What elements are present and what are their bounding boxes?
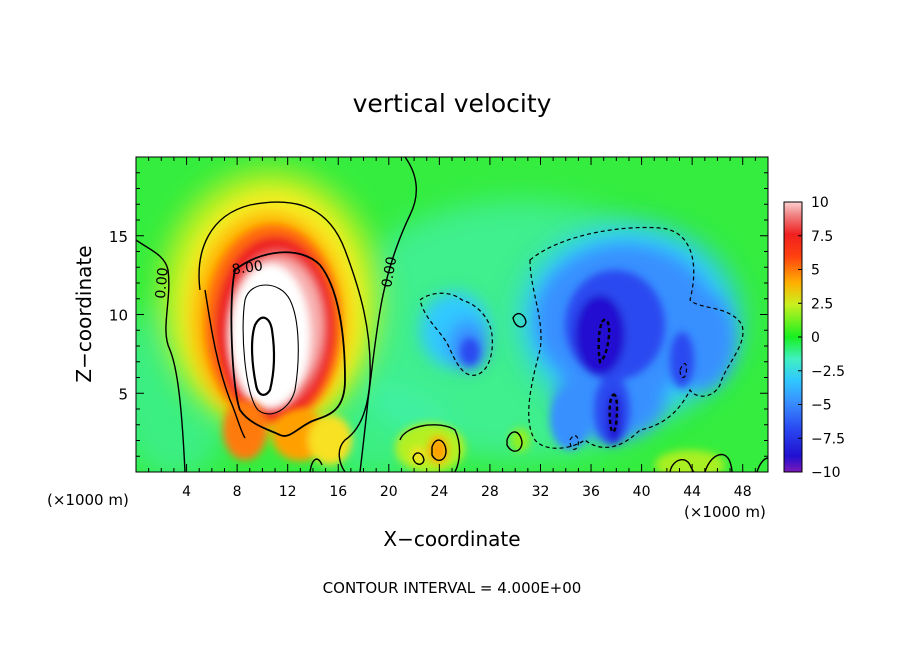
colorbar-tick-label: 0	[811, 330, 820, 346]
x-tick-label: 4	[182, 484, 191, 500]
x-tick-label: 32	[532, 484, 550, 500]
contour-lines	[136, 157, 768, 472]
x-tick-label: 16	[329, 484, 347, 500]
contour-label-group: 0.00	[153, 267, 172, 299]
contour-label: 0.00	[379, 255, 400, 288]
colorbar-tick-label: 2.5	[811, 296, 833, 312]
x-tick-label: 8	[233, 484, 242, 500]
colorbar-tick-label: 7.5	[811, 229, 833, 245]
y-tick-label: 15	[109, 228, 128, 246]
x-tick-label: 40	[633, 484, 651, 500]
x-axis: 4 8 12 16 20 24 28 32 36 40 44 48	[148, 157, 756, 500]
contour-lines-negative	[419, 226, 744, 450]
colorbar: 10 7.5 5 2.5 0 −2.5 −5 −7.5 −10	[783, 195, 845, 481]
chart-title: vertical velocity	[353, 89, 552, 118]
x-tick-label: 20	[380, 484, 398, 500]
x-unit-left: (×1000 m)	[47, 491, 129, 509]
x-tick-label: 36	[582, 484, 600, 500]
colorbar-tick-label: −5	[811, 398, 832, 414]
y-tick-label: 5	[118, 385, 128, 403]
y-axis-label: Z−coordinate	[72, 245, 96, 382]
x-axis-label: X−coordinate	[383, 527, 520, 551]
contour-interval-footer: CONTOUR INTERVAL = 4.000E+00	[323, 579, 582, 597]
contour-label: 0.00	[153, 267, 172, 299]
colorbar-tick-label: 10	[811, 195, 829, 211]
contour-label-group: 0.00	[379, 255, 400, 288]
x-tick-label: 12	[279, 484, 297, 500]
x-tick-label: 24	[430, 484, 448, 500]
colorbar-tick-label: 5	[811, 263, 820, 279]
x-tick-label: 28	[481, 484, 499, 500]
heatmap-field	[136, 157, 768, 472]
x-unit-right: (×1000 m)	[684, 503, 766, 521]
x-tick-label: 44	[683, 484, 701, 500]
contour-labels: 0.00 8.00 0.00	[153, 255, 400, 299]
colorbar-ticks: 10 7.5 5 2.5 0 −2.5 −5 −7.5 −10	[798, 195, 845, 481]
colorbar-gradient	[784, 202, 802, 472]
y-tick-label: 10	[109, 307, 128, 325]
contour-label: 8.00	[231, 258, 264, 278]
contour-label-group: 8.00	[231, 258, 264, 278]
colorbar-tick-label: −10	[811, 465, 841, 481]
x-tick-label: 48	[734, 484, 752, 500]
y-axis: 5 10 15	[109, 172, 768, 457]
colorbar-tick-label: −7.5	[811, 431, 845, 447]
colorbar-tick-label: −2.5	[811, 364, 845, 380]
